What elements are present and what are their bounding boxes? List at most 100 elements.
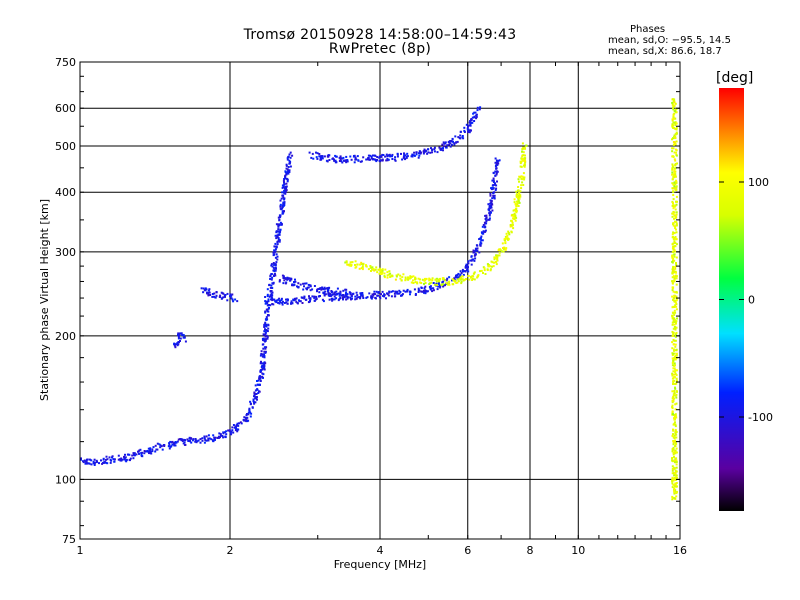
data-point [517, 205, 520, 207]
data-point [673, 117, 676, 120]
data-point [316, 157, 319, 160]
data-point [494, 261, 497, 263]
data-point [360, 261, 363, 264]
data-point [475, 113, 478, 116]
data-point [105, 455, 108, 458]
data-point [465, 278, 468, 280]
data-point [253, 392, 256, 395]
data-point [673, 181, 676, 184]
data-point [520, 157, 523, 160]
data-point [286, 298, 289, 301]
data-point [181, 333, 184, 336]
data-point [476, 249, 479, 252]
data-point [276, 243, 279, 246]
data-point [672, 98, 674, 101]
data-point [302, 282, 305, 285]
data-point [177, 332, 180, 335]
data-point [675, 221, 678, 224]
data-point [504, 248, 507, 251]
data-point [313, 295, 316, 298]
data-point [475, 244, 478, 247]
data-point [487, 218, 490, 221]
data-point [671, 390, 674, 393]
data-point [464, 270, 467, 273]
data-point [518, 192, 520, 194]
data-point [362, 156, 365, 159]
data-point [215, 291, 218, 293]
data-point [672, 359, 675, 362]
data-point [671, 204, 674, 207]
data-point [515, 211, 518, 214]
data-point [261, 362, 264, 365]
data-point [431, 277, 434, 280]
data-point [121, 458, 124, 461]
data-point [405, 155, 408, 158]
data-point [265, 334, 268, 337]
data-point [161, 448, 164, 451]
data-point [673, 474, 676, 477]
data-point [427, 148, 430, 151]
data-point [519, 176, 522, 179]
data-point [138, 449, 141, 452]
data-point [435, 282, 438, 285]
data-point [671, 118, 674, 121]
data-point [417, 287, 420, 290]
data-point [177, 341, 180, 343]
data-point [675, 416, 678, 419]
phases-x-stats: mean, sd,X: 86.6, 18.7 [608, 46, 722, 57]
data-point [243, 419, 246, 422]
data-point [673, 313, 676, 316]
data-point [481, 232, 484, 235]
data-point [671, 178, 674, 181]
data-point [485, 220, 488, 223]
data-point [525, 144, 528, 147]
data-point [510, 231, 513, 234]
data-point [431, 148, 434, 151]
x-axis: 1 2 4 6 8 10 16 [77, 62, 687, 557]
data-point [673, 490, 676, 493]
data-point [672, 360, 675, 363]
data-point [671, 101, 674, 104]
data-point [264, 328, 266, 331]
data-point [485, 214, 488, 217]
data-point [513, 218, 516, 220]
data-point [320, 156, 323, 159]
data-point [481, 225, 484, 228]
data-point [331, 299, 334, 302]
data-point [515, 208, 518, 211]
data-point [673, 339, 676, 342]
data-point [673, 358, 676, 361]
data-point [517, 200, 520, 203]
data-point [675, 264, 678, 266]
data-point [674, 421, 676, 424]
data-point [342, 298, 344, 301]
data-point [177, 336, 180, 339]
data-point [289, 165, 292, 168]
data-point [671, 347, 674, 350]
data-point [671, 498, 674, 501]
data-point [83, 459, 86, 462]
data-point [672, 175, 675, 178]
data-point [236, 300, 239, 303]
data-point [284, 277, 287, 280]
data-point [449, 145, 452, 148]
data-point [672, 334, 675, 337]
data-point [171, 440, 174, 443]
data-point [443, 284, 446, 287]
data-point [264, 324, 267, 327]
data-point [672, 224, 675, 227]
data-point [273, 263, 276, 266]
data-point [442, 149, 444, 152]
data-point [378, 272, 381, 275]
data-point [461, 135, 464, 137]
data-point [482, 266, 485, 269]
data-point [675, 320, 678, 323]
data-point [672, 259, 674, 262]
data-point [284, 188, 287, 191]
data-point [147, 447, 150, 450]
data-point [407, 276, 409, 279]
data-point [366, 296, 369, 299]
data-point [674, 220, 676, 223]
data-point [522, 154, 525, 157]
data-point [263, 368, 266, 371]
